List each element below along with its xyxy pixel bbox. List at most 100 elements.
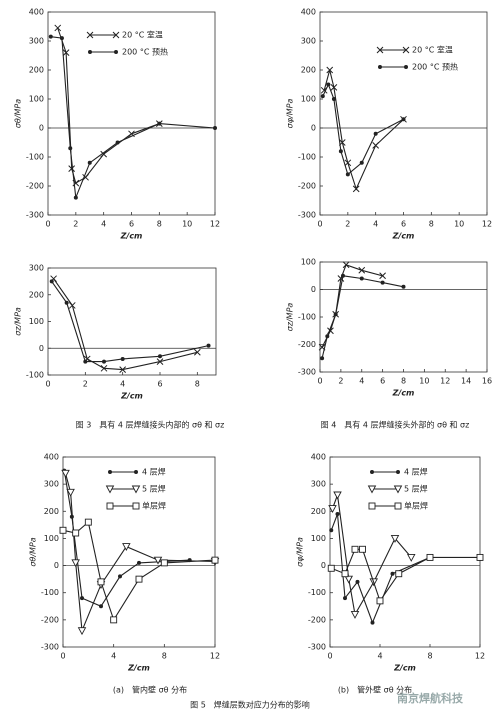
x-tick-label: 4 — [120, 380, 125, 389]
marker-dot — [380, 280, 385, 285]
marker-dot — [345, 172, 350, 177]
x-axis-label: Z/cm — [392, 232, 415, 241]
marker-x — [68, 302, 76, 309]
marker-dot — [158, 354, 162, 359]
marker-triangle — [71, 559, 80, 568]
legend-label: 200 °C 预热 — [122, 47, 168, 57]
marker-dot — [340, 273, 345, 278]
x-tick-label: 6 — [401, 220, 406, 229]
plot-frame — [319, 11, 488, 216]
marker-dot — [355, 579, 360, 584]
y-tick-label: -200 — [26, 182, 44, 191]
data-line — [322, 83, 404, 176]
marker-dot — [102, 359, 106, 364]
y-tick-label: -100 — [26, 371, 44, 380]
marker-square — [368, 502, 376, 510]
legend-label: 20 °C 室温 — [412, 45, 453, 55]
marker-square — [59, 526, 67, 534]
marker-x — [344, 159, 352, 167]
marker-dot — [343, 596, 347, 601]
marker-triangle — [367, 485, 377, 494]
data-line — [53, 278, 198, 371]
x-tick-label: 4 — [373, 220, 378, 229]
data-line — [63, 470, 190, 607]
marker-dot — [108, 470, 112, 474]
marker-dot — [320, 356, 325, 361]
marker-dot — [378, 65, 382, 69]
marker-square — [132, 502, 140, 510]
marker-square — [395, 570, 403, 578]
marker-square — [84, 518, 92, 526]
marker-triangle — [406, 553, 416, 562]
x-tick-label: 12 — [210, 220, 220, 229]
x-tick-label: 6 — [157, 380, 162, 389]
marker-dot — [326, 82, 331, 87]
data-line — [50, 36, 216, 198]
marker-dot — [59, 36, 64, 41]
x-tick-label: 8 — [157, 220, 162, 229]
x-tick-label: 0 — [317, 220, 322, 229]
marker-triangle — [122, 543, 131, 552]
data-line — [331, 548, 480, 603]
marker-x — [100, 364, 108, 372]
marker-x — [54, 24, 62, 32]
y-tick-label: 100 — [29, 317, 44, 326]
marker-x — [352, 185, 360, 193]
marker-dot — [359, 160, 364, 165]
y-tick-label: 100 — [301, 95, 316, 104]
marker-square — [327, 564, 335, 572]
marker-dot — [99, 604, 103, 609]
y-tick-label: 200 — [29, 66, 44, 75]
x-tick-label: 0 — [45, 220, 50, 229]
marker-x — [68, 165, 76, 172]
x-tick-label: 4 — [111, 652, 116, 661]
x-tick-label: 8 — [429, 220, 434, 229]
y-tick-label: 100 — [44, 534, 59, 543]
y-tick-label: 300 — [29, 37, 44, 46]
legend-label: 4 层焊 — [142, 467, 166, 477]
x-tick-label: 8 — [195, 380, 200, 389]
y-tick-label: -100 — [298, 313, 316, 322]
y-tick-label: 200 — [311, 507, 326, 516]
marker-dot — [396, 470, 400, 474]
y-tick-label: 100 — [311, 534, 326, 543]
data-line — [323, 69, 404, 191]
marker-square — [160, 559, 168, 567]
y-tick-label: 0 — [311, 285, 316, 294]
x-axis-label: Z/cm — [120, 392, 143, 401]
legend-label: 20 °C 室温 — [122, 30, 163, 40]
x-tick-label: 12 — [482, 220, 492, 229]
figure-caption: 图 5 焊缝层数对应力分布的影响 — [190, 700, 310, 710]
y-tick-label: 0 — [39, 344, 44, 353]
y-tick-label: -300 — [41, 643, 59, 652]
marker-triangle — [61, 469, 70, 478]
y-tick-label: 100 — [29, 95, 44, 104]
marker-dot — [335, 512, 340, 516]
y-tick-label: 0 — [54, 561, 59, 570]
marker-triangle — [153, 556, 163, 565]
x-tick-label: 4 — [101, 220, 106, 229]
legend-label: 5 层焊 — [404, 484, 428, 494]
marker-square — [426, 553, 434, 561]
marker-square — [110, 616, 118, 624]
x-axis-label: Z/cm — [392, 389, 415, 398]
marker-dot — [329, 528, 334, 533]
legend-label: 200 °C 预热 — [412, 62, 458, 72]
x-axis-label: Z/cm — [120, 232, 143, 241]
x-tick-label: 2 — [338, 377, 343, 386]
plot-frame — [47, 11, 216, 216]
marker-x — [156, 358, 164, 365]
y-tick-label: 200 — [301, 66, 316, 75]
marker-square — [341, 570, 349, 578]
x-tick-label: 4 — [377, 652, 382, 661]
marker-x — [372, 142, 380, 149]
plot-frame — [329, 456, 481, 648]
marker-x — [342, 261, 350, 269]
marker-triangle — [333, 491, 342, 500]
y-tick-label: 400 — [29, 8, 44, 17]
data-line — [321, 275, 404, 359]
x-tick-label: 8 — [401, 377, 406, 386]
marker-dot — [338, 149, 343, 154]
x-tick-label: 0 — [60, 652, 65, 661]
